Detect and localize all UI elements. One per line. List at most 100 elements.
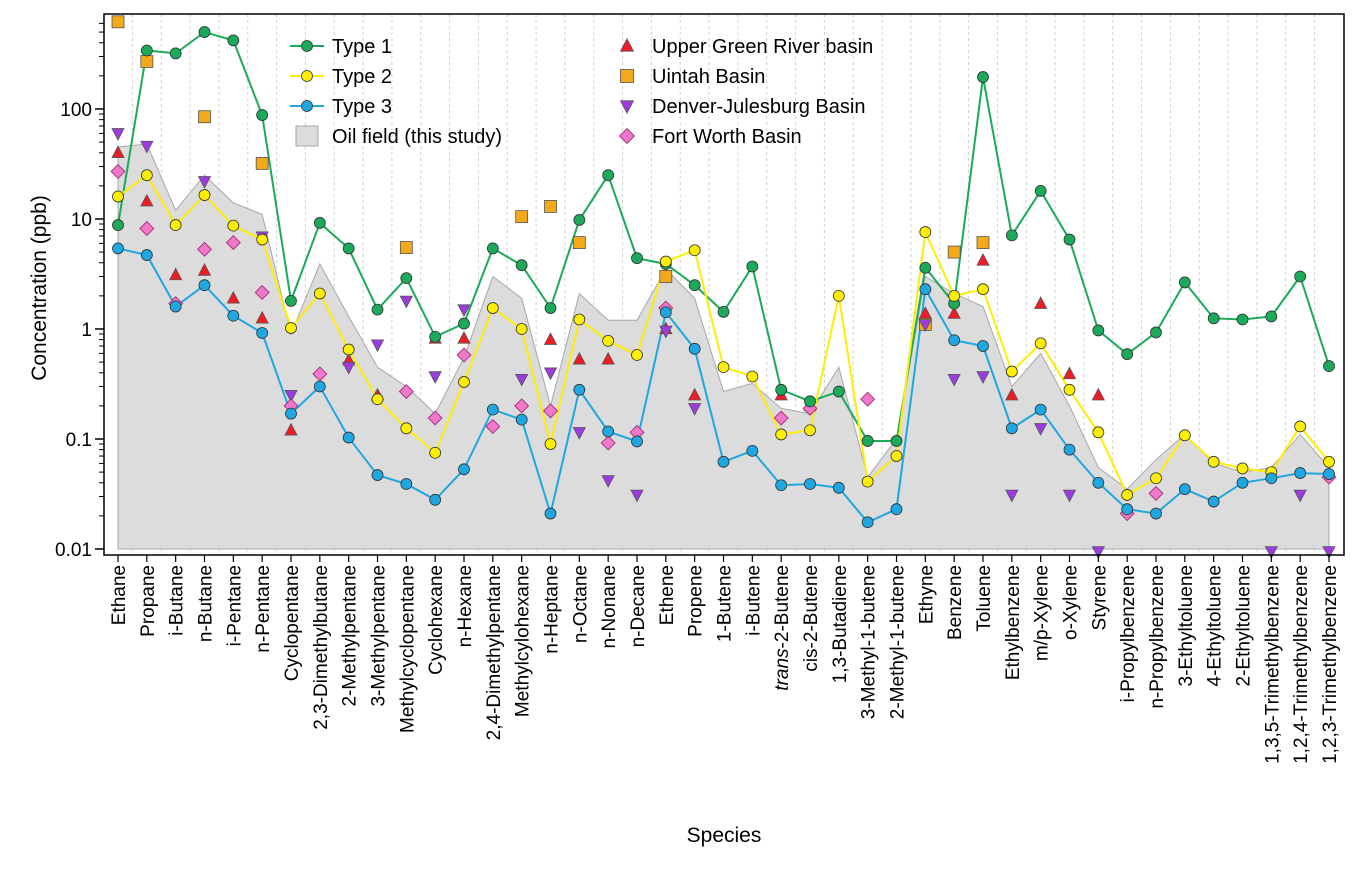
marker-denver-julesburg-basin-n-hexane — [457, 304, 471, 318]
legend-swatch-oil-field-this-study — [295, 125, 319, 147]
marker-fort-worth-basin-trans-2-butene — [773, 410, 789, 426]
x-tick-label-1-2-3-trimethylbenzene: 1,2,3-Trimethylbenzene — [1320, 565, 1341, 764]
point-type-1-2-methyl-1-butene — [890, 435, 903, 447]
point-type-2-toluene — [977, 283, 989, 296]
point-type-1-i-butane — [169, 47, 182, 60]
point-type-2-m-p-xylene — [1034, 337, 1047, 350]
x-tick-label-n-butane: n-Butane — [196, 565, 217, 642]
x-tick-label-i-propylbenzene: i-Propylbenzene — [1118, 565, 1139, 702]
legend-marker-type-1 — [301, 40, 313, 52]
point-type-3-3-methylpentane — [371, 469, 384, 481]
point-type-3-1-butene — [717, 455, 730, 468]
x-tick-label-ethylbenzene: Ethylbenzene — [1003, 565, 1024, 680]
marker-uintah-basin-benzene — [947, 245, 961, 259]
point-type-1-n-decane — [631, 252, 643, 265]
point-type-3-methylcyclopentane — [400, 478, 413, 490]
point-type-1-i-propylbenzene — [1121, 348, 1134, 361]
y-tick-label: 0.01 — [55, 540, 92, 561]
point-type-2-i-butene — [746, 370, 759, 383]
x-tick-label-cyclohexane: Cyclohexane — [426, 565, 447, 675]
marker-uintah-basin-propane — [140, 55, 154, 68]
x-axis: Ethane Propane i-Butane n-Butane i-Pentane n-… — [109, 555, 1341, 764]
x-tick-label-n-pentane: n-Pentane — [253, 565, 274, 653]
marker-denver-julesburg-basin-1-3-5-trimethylbenzene — [1264, 546, 1278, 559]
legend-label-denver-julesburg-basin: Denver-Julesburg Basin — [652, 96, 865, 118]
marker-fort-worth-basin-n-hexane — [456, 347, 472, 363]
point-type-3-m-p-xylene — [1034, 403, 1047, 416]
x-tick-label-m-p-xylene: m/p-Xylene — [1032, 565, 1053, 661]
point-type-1-1-2-3-trimethylbenzene — [1323, 360, 1335, 372]
marker-fort-worth-basin-n-butane — [196, 241, 213, 257]
legend-entry-type-3: Type 3 — [290, 96, 392, 118]
point-type-3-n-hexane — [458, 463, 470, 476]
marker-upper-green-river-basin-n-nonane — [601, 351, 615, 365]
point-type-3-trans-2-butene — [775, 479, 788, 492]
marker-denver-julesburg-basin-ethene — [659, 325, 673, 339]
marker-upper-green-river-basin-n-butane — [197, 263, 212, 276]
point-type-1-n-nonane — [602, 169, 615, 182]
point-type-3-styrene — [1092, 476, 1105, 489]
legend-marker-denver-julesburg-basin — [619, 100, 635, 115]
point-type-1-styrene — [1092, 324, 1105, 337]
point-type-3-1-2-4-trimethylbenzene — [1294, 467, 1307, 479]
point-type-3-n-butane — [198, 279, 211, 292]
marker-denver-julesburg-basin-ethyne — [918, 319, 932, 332]
marker-denver-julesburg-basin-ethane — [111, 128, 125, 141]
marker-denver-julesburg-basin-propene — [688, 403, 702, 416]
point-type-1-1-2-4-trimethylbenzene — [1294, 270, 1307, 283]
point-type-2-3-methyl-1-butene — [861, 475, 874, 488]
point-type-3-i-pentane — [227, 309, 240, 322]
point-type-3-cyclohexane — [429, 493, 442, 506]
y-tick-label: 0.1 — [66, 430, 92, 451]
point-type-2-2-3-dimethylbutane — [313, 287, 326, 300]
point-type-3-2-methyl-1-butene — [890, 503, 903, 516]
point-type-3-i-butane — [169, 300, 182, 313]
point-type-2-n-decane — [631, 349, 643, 361]
legend-marker-type-3 — [301, 100, 313, 112]
marker-fort-worth-basin-methylcylohexane — [514, 398, 530, 414]
x-tick-label-n-decane: n-Decane — [628, 565, 649, 647]
point-type-1-methylcylohexane — [515, 259, 528, 272]
marker-fort-worth-basin-cyclohexane — [427, 410, 443, 426]
point-type-2-benzene — [948, 289, 961, 302]
legend-marker-type-2 — [301, 70, 313, 82]
marker-denver-julesburg-basin-benzene — [947, 373, 961, 387]
legend-entry-type-2: Type 2 — [290, 66, 392, 88]
legend-entry-denver-julesburg-basin: Denver-Julesburg Basin — [619, 96, 865, 118]
point-type-2-2-methylpentane — [342, 343, 355, 356]
legend-label-type-3: Type 3 — [332, 96, 392, 118]
x-tick-label-styrene: Styrene — [1089, 565, 1110, 630]
point-type-2-1-3-butadiene — [832, 289, 845, 302]
marker-upper-green-river-basin-benzene — [947, 306, 961, 319]
x-axis-title: Species — [687, 824, 762, 847]
point-type-2-n-butane — [198, 189, 211, 201]
marker-uintah-basin-n-octane — [572, 236, 586, 249]
marker-upper-green-river-basin-ethane — [111, 145, 125, 158]
point-type-2-methylcyclopentane — [400, 422, 413, 435]
point-type-1-n-hexane — [458, 317, 470, 330]
point-type-3-ethylbenzene — [1005, 422, 1018, 435]
point-type-3-3-methyl-1-butene — [861, 516, 874, 529]
marker-upper-green-river-basin-m-p-xylene — [1034, 296, 1048, 309]
point-type-2-n-heptane — [544, 438, 557, 450]
marker-upper-green-river-basin-n-octane — [572, 351, 586, 365]
point-type-3-n-decane — [631, 435, 643, 448]
marker-uintah-basin-toluene — [976, 236, 990, 249]
marker-denver-julesburg-basin-3-methylpentane — [370, 339, 385, 353]
point-type-2-styrene — [1092, 426, 1105, 439]
point-type-1-methylcyclopentane — [400, 272, 413, 285]
marker-denver-julesburg-basin-n-heptane — [543, 367, 558, 381]
point-type-1-3-methyl-1-butene — [861, 435, 874, 447]
point-type-3-i-butene — [746, 444, 759, 457]
marker-uintah-basin-n-pentane — [255, 157, 269, 170]
point-type-3-o-xylene — [1063, 443, 1076, 456]
point-type-2-ethyne — [919, 226, 932, 238]
point-type-2-i-butane — [169, 219, 182, 231]
point-type-3-1-3-butadiene — [832, 481, 845, 494]
marker-denver-julesburg-basin-1-2-4-trimethylbenzene — [1293, 489, 1307, 503]
point-type-1-n-butane — [198, 26, 211, 38]
marker-upper-green-river-basin-i-pentane — [226, 290, 240, 304]
legend-entry-type-1: Type 1 — [290, 36, 392, 58]
x-tick-label-i-butane: i-Butane — [167, 565, 188, 636]
marker-fort-worth-basin-n-pentane — [254, 284, 270, 300]
